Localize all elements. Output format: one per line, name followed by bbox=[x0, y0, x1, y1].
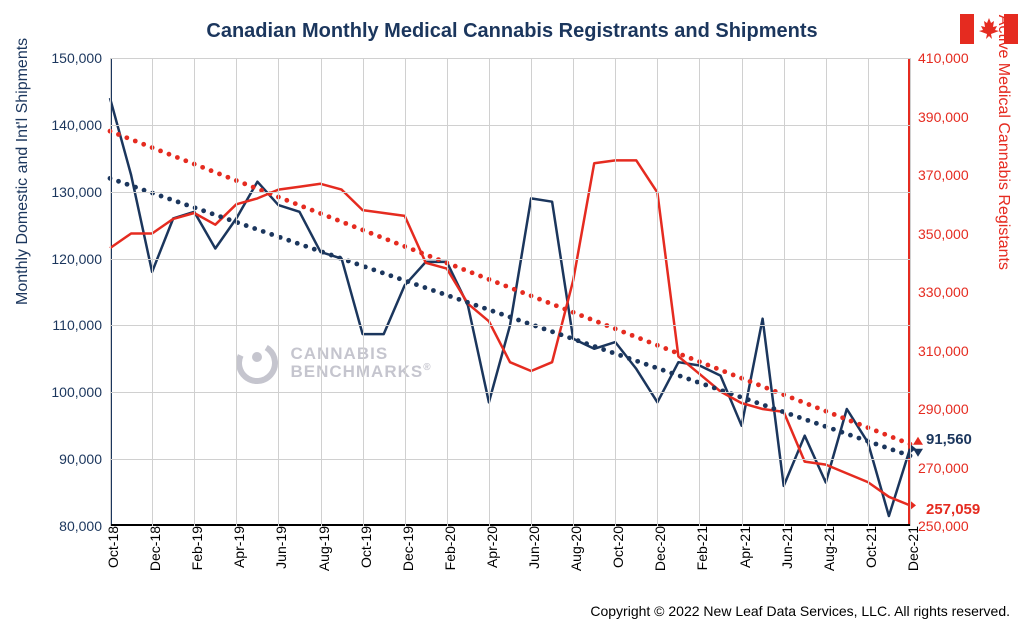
x-tick: Jun-21 bbox=[773, 526, 795, 569]
gridline-v bbox=[531, 58, 532, 526]
gridline-v bbox=[573, 58, 574, 526]
gridline-v bbox=[405, 58, 406, 526]
gridline-h bbox=[110, 392, 910, 393]
gridline-v bbox=[615, 58, 616, 526]
x-tick: Aug-19 bbox=[310, 526, 332, 571]
y-tick-left: 100,000 bbox=[51, 384, 110, 400]
gridline-v bbox=[236, 58, 237, 526]
shipments-line bbox=[110, 98, 910, 516]
gridline-v bbox=[363, 58, 364, 526]
y-tick-right: 390,000 bbox=[910, 109, 969, 125]
y-tick-right: 330,000 bbox=[910, 284, 969, 300]
gridline-v bbox=[278, 58, 279, 526]
x-tick: Aug-20 bbox=[562, 526, 584, 571]
gridline-v bbox=[657, 58, 658, 526]
y-tick-right: 350,000 bbox=[910, 226, 969, 242]
watermark-logo: CANNABIS BENCHMARKS® bbox=[234, 340, 432, 386]
gridline-h bbox=[110, 459, 910, 460]
gridline-v bbox=[110, 58, 111, 526]
x-tick: Jun-20 bbox=[520, 526, 542, 569]
gridline-v bbox=[868, 58, 869, 526]
end-value-shipments: 91,560 bbox=[926, 431, 972, 448]
x-tick: Jun-19 bbox=[267, 526, 289, 569]
plot-svg bbox=[110, 58, 910, 526]
plot-area: CANNABIS BENCHMARKS® 80,00090,000100,000… bbox=[110, 58, 910, 526]
x-tick: Oct-19 bbox=[352, 526, 374, 568]
end-value-registrants: 257,059 bbox=[926, 501, 980, 518]
x-tick: Dec-20 bbox=[646, 526, 668, 571]
gridline-v bbox=[321, 58, 322, 526]
y-tick-right: 270,000 bbox=[910, 460, 969, 476]
y-tick-right: 310,000 bbox=[910, 343, 969, 359]
y-axis-right-label: Active Medical Cannabis Registants bbox=[994, 15, 1012, 270]
y-tick-right: 370,000 bbox=[910, 167, 969, 183]
y-axis-left-label: Monthly Domestic and Int'l Shipments bbox=[14, 38, 32, 305]
gridline-v bbox=[152, 58, 153, 526]
gridline-v bbox=[489, 58, 490, 526]
gridline-v bbox=[447, 58, 448, 526]
x-tick: Dec-18 bbox=[141, 526, 163, 571]
gridline-v bbox=[910, 58, 911, 526]
gridline-v bbox=[826, 58, 827, 526]
x-tick: Feb-19 bbox=[183, 526, 205, 570]
gridline-v bbox=[699, 58, 700, 526]
watermark-line1: CANNABIS bbox=[290, 344, 388, 363]
x-tick: Apr-19 bbox=[225, 526, 247, 568]
gridline-v bbox=[742, 58, 743, 526]
copyright-text: Copyright © 2022 New Leaf Data Services,… bbox=[590, 603, 1010, 619]
gridline-v bbox=[194, 58, 195, 526]
x-tick: Feb-21 bbox=[688, 526, 710, 570]
gridline-h bbox=[110, 58, 910, 59]
x-tick: Aug-21 bbox=[815, 526, 837, 571]
x-tick: Apr-21 bbox=[731, 526, 753, 568]
gridline-h bbox=[110, 125, 910, 126]
y-tick-right: 290,000 bbox=[910, 401, 969, 417]
watermark-line2: BENCHMARKS bbox=[290, 362, 423, 381]
x-tick: Oct-18 bbox=[99, 526, 121, 568]
x-tick: Apr-20 bbox=[478, 526, 500, 568]
y-tick-left: 90,000 bbox=[59, 451, 110, 467]
y-tick-left: 110,000 bbox=[52, 317, 110, 333]
y-tick-left: 130,000 bbox=[51, 184, 110, 200]
y-tick-left: 120,000 bbox=[51, 251, 110, 267]
gridline-h bbox=[110, 325, 910, 326]
y-tick-left: 140,000 bbox=[51, 117, 110, 133]
y-tick-left: 150,000 bbox=[51, 50, 110, 66]
gridline-h bbox=[110, 192, 910, 193]
gridline-v bbox=[784, 58, 785, 526]
y-tick-right: 410,000 bbox=[910, 50, 969, 66]
x-tick: Dec-21 bbox=[899, 526, 921, 571]
chart-container: Canadian Monthly Medical Cannabis Regist… bbox=[0, 0, 1024, 625]
chart-title: Canadian Monthly Medical Cannabis Regist… bbox=[0, 20, 1024, 43]
registrants-line bbox=[110, 160, 910, 505]
x-tick: Dec-19 bbox=[394, 526, 416, 571]
x-tick: Oct-20 bbox=[604, 526, 626, 568]
gridline-h bbox=[110, 259, 910, 260]
x-tick: Feb-20 bbox=[436, 526, 458, 570]
x-tick: Oct-21 bbox=[857, 526, 879, 568]
